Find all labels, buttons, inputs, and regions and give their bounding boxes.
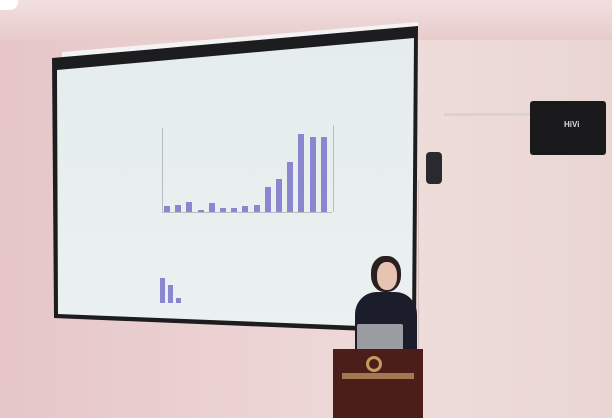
wall-speaker [530, 101, 606, 155]
chart-bar [197, 210, 204, 212]
chart-bar [287, 162, 294, 212]
chart-bar [242, 206, 249, 212]
camera [426, 152, 442, 184]
chart-bar [309, 137, 316, 212]
chart-bar [186, 202, 193, 212]
chart-bar [320, 137, 327, 212]
chart-bar [168, 285, 173, 303]
chart-bar [298, 134, 305, 212]
speaker-bracket [444, 113, 530, 116]
chart-axis [162, 128, 163, 212]
chart-bar [220, 208, 226, 212]
laptop [357, 324, 403, 352]
presenter-face [377, 262, 397, 290]
chart-bar [231, 208, 238, 212]
chart-bar [160, 278, 165, 303]
chart-bar [253, 205, 260, 212]
ceiling-light [0, 0, 18, 10]
chart-bar [176, 298, 181, 303]
podium-logo [366, 356, 382, 372]
chart-bar [208, 203, 215, 212]
chart-axis [333, 125, 334, 212]
podium-lettering [342, 373, 414, 379]
chart-bar [276, 179, 282, 212]
speaker-brand: HiVi [564, 120, 580, 129]
wall-seam [418, 180, 419, 418]
chart-axis [162, 212, 332, 213]
chart-bar [264, 187, 271, 212]
chart-bar [164, 206, 170, 212]
chart-bar [175, 205, 182, 212]
